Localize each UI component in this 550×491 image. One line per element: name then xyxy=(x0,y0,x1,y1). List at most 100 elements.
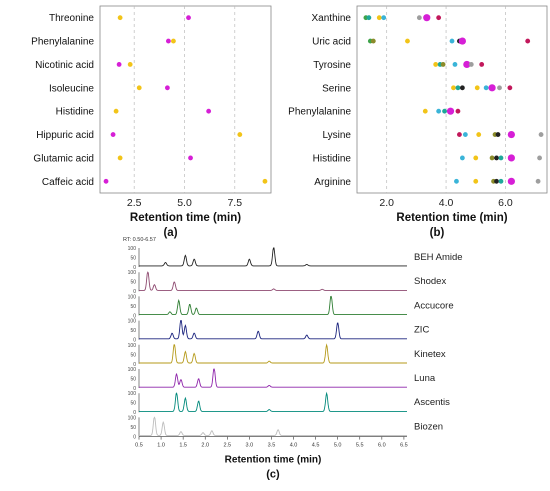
data-point xyxy=(188,155,193,161)
panel-label: (b) xyxy=(430,227,445,239)
category-label: Phenylalanine xyxy=(31,37,94,48)
y-tick-label: 0 xyxy=(133,434,136,440)
category-label: Lysine xyxy=(322,130,351,141)
data-point xyxy=(538,132,544,137)
data-point xyxy=(479,62,485,67)
chromatogram-trace xyxy=(139,271,407,291)
panel-label: (c) xyxy=(266,469,280,481)
data-point xyxy=(370,38,376,44)
data-point xyxy=(459,155,465,161)
data-point xyxy=(422,108,428,114)
x-tick-label: 6.0 xyxy=(498,197,513,209)
data-point xyxy=(455,108,461,114)
data-point xyxy=(452,62,458,67)
y-tick-label: 50 xyxy=(130,304,136,310)
category-label: Tyrosine xyxy=(313,60,351,71)
data-point xyxy=(442,108,447,114)
data-point xyxy=(127,62,133,67)
x-tick-label: 4.0 xyxy=(290,443,298,449)
x-tick-label: 3.5 xyxy=(268,443,276,449)
x-tick-label: 1.0 xyxy=(157,443,165,449)
x-tick-label: 5.0 xyxy=(177,197,192,209)
data-point xyxy=(474,85,480,91)
data-point xyxy=(433,62,439,67)
data-point xyxy=(381,15,387,21)
series-label: Ascentis xyxy=(414,397,450,408)
data-point xyxy=(525,38,531,44)
data-point xyxy=(117,15,123,21)
series-label: Biozen xyxy=(414,421,443,432)
data-point xyxy=(446,107,455,115)
data-point xyxy=(489,155,495,161)
data-point xyxy=(507,177,515,185)
data-point xyxy=(166,38,171,44)
data-point xyxy=(186,15,191,21)
y-tick-label: 100 xyxy=(128,367,137,373)
x-axis-title: Retention time (min) xyxy=(130,212,241,224)
x-tick-label: 2.5 xyxy=(223,443,231,449)
data-point xyxy=(116,62,122,67)
chromatogram-trace xyxy=(139,343,407,364)
y-tick-label: 100 xyxy=(128,294,137,300)
y-tick-label: 0 xyxy=(133,410,136,416)
data-point xyxy=(483,85,489,91)
y-tick-label: 0 xyxy=(133,362,136,368)
x-tick-label: 6.5 xyxy=(400,443,408,449)
data-point xyxy=(171,38,176,44)
data-point xyxy=(136,85,142,91)
x-tick-label: 0.5 xyxy=(135,443,143,449)
series-label: BEH Amide xyxy=(414,252,463,263)
data-point xyxy=(376,15,382,21)
x-tick-label: 4.0 xyxy=(439,197,454,209)
y-tick-label: 0 xyxy=(133,386,136,392)
panel-b: 2.0 4.0 6.0 Xanthine Uric acid Tyrosine Serine… xyxy=(288,5,548,239)
data-point xyxy=(537,155,542,161)
y-tick-label: 50 xyxy=(130,280,136,286)
category-label: Histidine xyxy=(56,107,95,118)
y-tick-label: 50 xyxy=(130,425,136,431)
category-label: Glutamic acid xyxy=(33,153,94,164)
data-point xyxy=(436,15,442,21)
plot-frame xyxy=(99,5,272,194)
chromatogram-trace xyxy=(139,320,407,340)
data-point xyxy=(488,84,496,92)
x-tick-label: 1.5 xyxy=(179,443,187,449)
data-point xyxy=(507,154,515,162)
data-point xyxy=(498,178,504,184)
data-point xyxy=(440,62,446,67)
y-tick-label: 50 xyxy=(130,328,136,334)
panel-label: (a) xyxy=(163,227,177,239)
data-point xyxy=(458,37,466,45)
y-tick-label: 100 xyxy=(128,246,137,252)
data-point xyxy=(164,85,170,91)
rt-header: RT: 0.50-6.57 xyxy=(123,237,156,243)
x-tick-label: 2.0 xyxy=(201,443,209,449)
category-label: Uric acid xyxy=(312,37,351,48)
x-axis-title: Retention time (min) xyxy=(225,455,322,466)
data-point xyxy=(497,85,502,91)
category-label: Caffeic acid xyxy=(42,177,94,188)
data-point xyxy=(494,178,499,184)
data-point xyxy=(423,14,431,22)
panel-a: 2.5 5.0 7.5 Threonine Phenylalanine Nicotinic… xyxy=(31,5,272,239)
data-point xyxy=(473,178,479,184)
y-tick-label: 0 xyxy=(133,313,136,319)
x-tick-label: 5.5 xyxy=(356,443,364,449)
x-tick-label: 2.0 xyxy=(379,197,394,209)
x-tick-label: 2.5 xyxy=(127,197,142,209)
x-axis-title: Retention time (min) xyxy=(396,212,507,224)
y-tick-label: 0 xyxy=(133,289,136,295)
x-tick-label: 3.0 xyxy=(246,443,254,449)
data-point xyxy=(117,155,123,161)
data-point xyxy=(454,178,459,184)
data-point xyxy=(449,38,455,44)
category-label: Isoleucine xyxy=(49,83,94,94)
data-point xyxy=(416,15,422,21)
y-tick-label: 100 xyxy=(128,319,137,325)
data-point xyxy=(468,62,474,67)
data-point xyxy=(463,60,471,69)
series-label: Kinetex xyxy=(414,349,446,360)
y-tick-label: 50 xyxy=(130,256,136,262)
series-label: ZIC xyxy=(414,325,429,336)
